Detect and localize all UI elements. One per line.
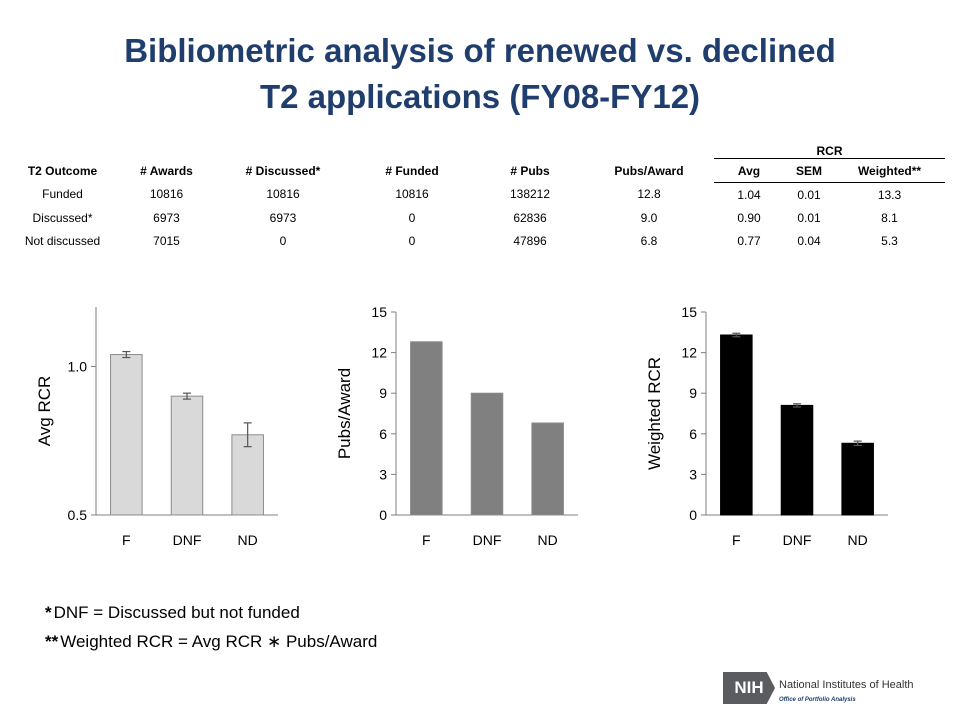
y-axis-label: Weighted RCR (645, 357, 664, 470)
y-tick-label: 0.5 (68, 507, 88, 523)
column-header: T2 Outcome (27, 163, 98, 178)
y-tick-label: 1.0 (68, 358, 88, 374)
x-tick-label: F (122, 532, 131, 548)
table-cell: 5.3 (881, 233, 898, 248)
y-tick-label: 3 (379, 466, 387, 482)
x-tick-label: DNF (783, 532, 812, 548)
bar (720, 334, 753, 516)
column-header: # Funded (385, 163, 439, 178)
bar (841, 442, 874, 516)
table-cell: 0.90 (737, 210, 761, 225)
table-cell: Discussed* (32, 210, 93, 225)
table-cell: 10816 (266, 187, 300, 202)
bar (110, 354, 143, 516)
column-header: Avg (714, 158, 784, 183)
footnote-text: Weighted RCR = Avg RCR ∗ Pubs/Award (60, 632, 378, 651)
table-cell: 138212 (509, 187, 551, 202)
y-tick-label: 15 (681, 304, 697, 320)
y-tick-label: 0 (689, 507, 697, 523)
table-cell: 62836 (513, 210, 547, 225)
y-tick-label: 0 (379, 507, 387, 523)
outcome-table: RCR T2 Outcome # Awards # Discussed* # F… (10, 138, 945, 252)
x-tick-label: ND (238, 532, 258, 548)
y-tick-label: 15 (371, 304, 387, 320)
nih-logo-mark: NIH (723, 672, 775, 704)
table-cell: 47896 (513, 233, 547, 248)
nih-logo: NIH National Institutes of Health Office… (723, 672, 955, 708)
table-cell: 0.77 (737, 233, 761, 248)
nih-logo-name: National Institutes of Health (779, 679, 914, 691)
table-cell: Not discussed (24, 233, 101, 248)
column-header: Pubs/Award (614, 163, 684, 178)
table-cell: 10816 (395, 187, 429, 202)
pubs-per-award-chart: 0 3 6 9 12 15 F DNF ND Pubs/Award (335, 304, 578, 548)
y-tick-label: 9 (379, 385, 387, 401)
table-cell: 0 (279, 233, 287, 248)
table-row: Not discussed 7015 0 0 47896 6.8 0.77 0.… (10, 229, 945, 252)
y-axis-label: Pubs/Award (335, 368, 354, 459)
footnote-mark: * (45, 603, 52, 622)
table-cell: 8.1 (881, 210, 898, 225)
y-tick-label: 6 (379, 426, 387, 442)
table-cell: 0 (408, 233, 416, 248)
table-cell: 12.8 (637, 187, 661, 202)
footnote-text: DNF = Discussed but not funded (53, 603, 300, 622)
x-tick-label: ND (538, 532, 558, 548)
x-tick-label: DNF (473, 532, 502, 548)
table-cell: 13.3 (877, 187, 902, 202)
column-header: # Pubs (510, 163, 550, 178)
table-cell: 1.04 (737, 187, 761, 202)
bar (170, 395, 204, 516)
bar (470, 392, 504, 516)
table-row: Discussed* 6973 6973 0 62836 9.0 0.90 0.… (10, 206, 945, 229)
y-tick-label: 6 (689, 426, 697, 442)
y-tick-label: 12 (681, 345, 697, 361)
table-header-row: T2 Outcome # Awards # Discussed* # Funde… (10, 158, 945, 183)
bar (780, 404, 814, 516)
y-tick-label: 9 (689, 385, 697, 401)
table-cell: 10816 (149, 187, 184, 202)
footnote-dnf: * DNF = Discussed but not funded (45, 598, 377, 627)
column-header: Weighted** (834, 158, 945, 183)
x-tick-label: ND (848, 532, 868, 548)
table-cell: 6973 (153, 210, 180, 225)
column-header: # Discussed* (245, 163, 321, 178)
table-cell: 0 (408, 210, 416, 225)
footnote-weighted: ** Weighted RCR = Avg RCR ∗ Pubs/Award (45, 627, 377, 656)
column-header: # Awards (140, 163, 193, 178)
x-tick-label: DNF (173, 532, 202, 548)
table-cell: 0.04 (797, 233, 821, 248)
avg-rcr-chart: 0.5 1.0 F DNF ND Avg RCR (35, 307, 278, 548)
table-cell: 7015 (153, 233, 180, 248)
table-cell: 0.01 (797, 187, 821, 202)
table-group-header-row: RCR (10, 138, 945, 159)
x-tick-label: F (732, 532, 741, 548)
slide-title: Bibliometric analysis of renewed vs. dec… (0, 28, 960, 120)
x-tick-label: F (422, 532, 431, 548)
nih-logo-office: Office of Portfolio Analysis (779, 697, 856, 703)
column-header: SEM (784, 158, 834, 183)
y-tick-label: 3 (689, 466, 697, 482)
table-cell: 0.01 (797, 210, 821, 225)
bar (531, 422, 564, 516)
footnote-mark: ** (45, 632, 59, 651)
weighted-rcr-chart: 0 3 6 9 12 15 F DNF ND Weighted RCR (645, 304, 888, 548)
table-cell: Funded (42, 187, 83, 202)
title-line-2: T2 applications (FY08-FY12) (259, 78, 701, 115)
y-axis-label: Avg RCR (35, 376, 54, 447)
table-row: Funded 10816 10816 10816 138212 12.8 1.0… (10, 183, 945, 207)
title-line-1: Bibliometric analysis of renewed vs. dec… (124, 32, 836, 69)
bar (410, 341, 443, 516)
y-tick-label: 12 (371, 345, 387, 361)
table-cell: 6973 (269, 210, 297, 225)
rcr-group-header: RCR (714, 138, 945, 159)
footnotes: * DNF = Discussed but not funded ** Weight… (45, 598, 377, 656)
table-cell: 9.0 (640, 210, 658, 225)
table-cell: 6.8 (640, 233, 658, 248)
